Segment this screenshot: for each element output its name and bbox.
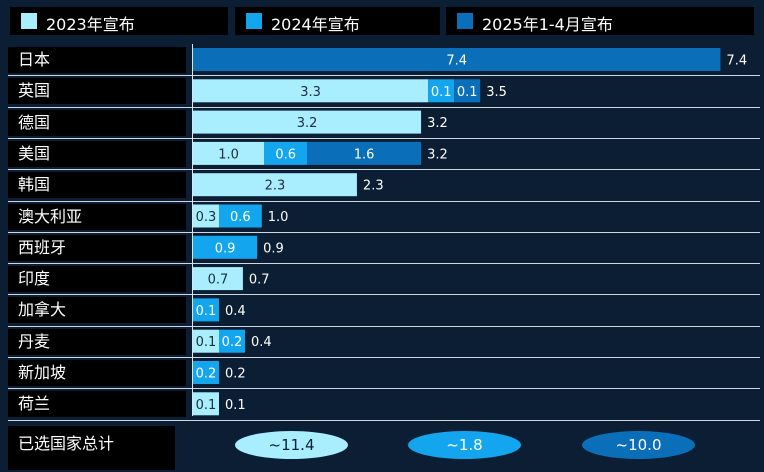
- row-separator: [8, 294, 760, 295]
- category-label: 日本: [8, 47, 186, 73]
- row-separator: [8, 107, 760, 108]
- bar-segment: [193, 267, 243, 291]
- summary-label: 已选国家总计: [18, 434, 115, 453]
- bar-total-label: 0.1: [225, 398, 246, 413]
- summary-total-2024: ~1.8: [408, 431, 521, 459]
- legend-label-2023: 2023年宣布: [46, 15, 135, 34]
- bar-total-label: 2.3: [363, 179, 384, 194]
- bar-segment: [193, 204, 219, 228]
- x-axis-baseline: [192, 44, 193, 416]
- summary-total-2023: ~11.4: [235, 431, 348, 459]
- category-label: 英国: [8, 78, 186, 105]
- bar-segment: [193, 329, 219, 353]
- bar-value-label: 0.9: [215, 241, 236, 256]
- bar-segment: [193, 79, 429, 103]
- summary-total-2025: ~10.0: [582, 431, 695, 459]
- legend-swatch-2025: [457, 13, 473, 29]
- category-label: 荷兰: [8, 391, 186, 418]
- row-separator: [8, 263, 760, 264]
- category-label: 韩国: [8, 172, 186, 199]
- legend-item-2024[interactable]: 2024年宣布: [235, 7, 440, 35]
- category-label: 印度: [8, 266, 186, 293]
- row-separator: [8, 169, 760, 170]
- category-label: 德国: [8, 109, 186, 136]
- legend-item-2023[interactable]: 2023年宣布: [10, 7, 228, 35]
- row-separator: [8, 357, 760, 358]
- bar-value-label: 0.1: [196, 398, 217, 413]
- bar-value-label: 2.3: [265, 179, 286, 194]
- bar-segment: [454, 79, 481, 103]
- bar-total-label: 1.0: [268, 210, 289, 225]
- bar-value-label: 7.4: [446, 54, 467, 69]
- category-label: 加拿大: [8, 297, 186, 324]
- legend-swatch-2023: [21, 13, 37, 29]
- bar-value-label: 0.1: [196, 304, 217, 319]
- bar-total-label: 0.4: [225, 304, 246, 319]
- bar-segment: [193, 392, 219, 416]
- legend-item-2025[interactable]: 2025年1-4月宣布: [446, 7, 754, 35]
- bar-value-label: 3.3: [300, 85, 321, 100]
- bar-segment: [193, 110, 422, 134]
- bar-total-label: 0.7: [249, 273, 270, 288]
- category-label: 西班牙: [8, 234, 186, 261]
- bar-segment: [307, 141, 422, 165]
- row-separator: [8, 326, 760, 327]
- bar-value-label: 0.1: [431, 85, 452, 100]
- bar-segment: [193, 173, 357, 197]
- category-label: 澳大利亚: [8, 203, 186, 230]
- category-label: 美国: [8, 140, 186, 167]
- bar-value-label: 0.3: [196, 210, 217, 225]
- bar-value-label: 0.2: [196, 367, 217, 382]
- bar-segment: [219, 329, 245, 353]
- bar-value-label: 0.6: [275, 147, 296, 162]
- row-separator: [8, 420, 760, 421]
- bar-value-label: 1.0: [218, 147, 239, 162]
- summary-label-box: 已选国家总计: [8, 426, 175, 470]
- bar-value-label: 0.1: [457, 85, 478, 100]
- bar-total-label: 3.5: [486, 85, 507, 100]
- row-separator: [8, 75, 760, 76]
- bar-value-label: 0.6: [230, 210, 251, 225]
- bar-total-label: 3.2: [427, 116, 448, 131]
- legend-swatch-2024: [246, 13, 262, 29]
- category-label: 新加坡: [8, 360, 186, 386]
- bar-segment: [193, 141, 265, 165]
- bar-total-label: 3.2: [427, 147, 448, 162]
- bar-segment: [193, 235, 258, 259]
- row-separator: [8, 201, 760, 202]
- legend-label-2025: 2025年1-4月宣布: [482, 15, 613, 34]
- legend-label-2024: 2024年宣布: [271, 15, 360, 34]
- bar-value-label: 3.2: [297, 116, 318, 131]
- category-label: 丹麦: [8, 328, 186, 355]
- bar-total-label: 0.2: [225, 367, 246, 382]
- bar-total-label: 0.9: [263, 241, 284, 256]
- bar-value-label: 0.1: [196, 335, 217, 350]
- bar-value-label: 0.2: [222, 335, 243, 350]
- bar-segment: [264, 141, 308, 165]
- bar-segment: [193, 48, 721, 71]
- bar-segment: [428, 79, 455, 103]
- bar-segment: [219, 204, 262, 228]
- row-separator: [8, 232, 760, 233]
- bar-value-label: 1.6: [354, 147, 375, 162]
- bar-segment: [193, 298, 219, 322]
- row-separator: [8, 138, 760, 139]
- bar-value-label: 0.7: [208, 273, 229, 288]
- bar-segment: [193, 361, 219, 384]
- row-separator: [8, 388, 760, 389]
- bar-total-label: 0.4: [251, 335, 272, 350]
- bar-total-label: 7.4: [726, 54, 747, 69]
